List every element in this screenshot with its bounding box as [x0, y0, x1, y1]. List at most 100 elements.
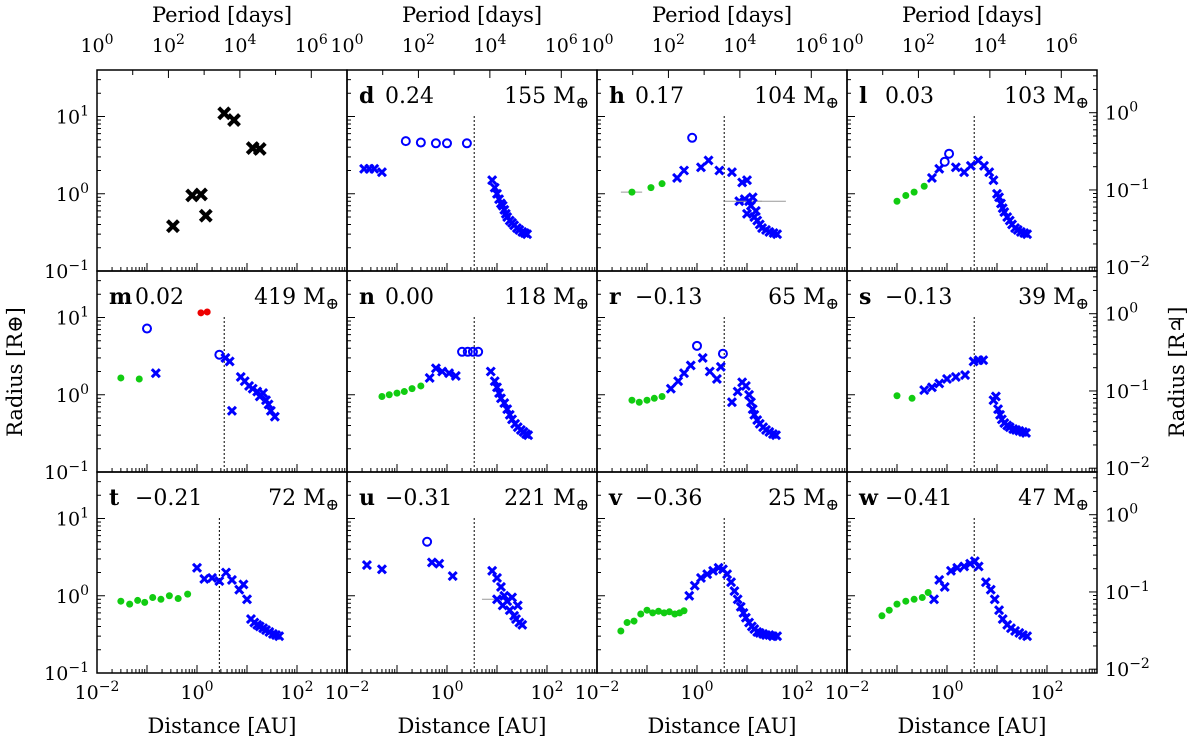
cross-stroke	[726, 397, 738, 408]
cross-stroke	[1022, 631, 1033, 642]
cross-stroke	[984, 167, 995, 178]
cross-marker	[926, 382, 938, 393]
panel-letter-d: d	[359, 83, 374, 109]
cross-marker	[708, 565, 719, 576]
cross-marker	[447, 570, 458, 582]
panel-u: u −0.31 221 M⊕ 10−2 100 102	[325, 471, 598, 704]
cross-marker	[450, 370, 461, 382]
cross-stroke	[376, 564, 388, 575]
open-circle-marker	[939, 156, 950, 167]
filled-dot-marker	[628, 396, 636, 404]
filled-dot-marker	[117, 597, 125, 605]
period-tick-label: 102	[902, 32, 935, 57]
cross-stroke	[754, 627, 765, 639]
top-axis-title-col-1: Period [days]	[152, 3, 292, 27]
filled-dot-marker	[902, 191, 910, 199]
open-circle-marker	[415, 137, 426, 148]
cross-marker	[726, 577, 737, 588]
cross-marker	[960, 369, 971, 381]
cross-marker	[678, 368, 690, 379]
panel-mass-m: 419 M⊕	[254, 285, 339, 313]
cross-stroke	[504, 605, 515, 616]
cross-marker	[166, 219, 180, 234]
panel-value-d: 0.24	[385, 84, 434, 109]
cross-stroke	[499, 590, 510, 601]
cross-stroke	[994, 192, 1005, 203]
cross-marker	[424, 372, 435, 384]
bottom-axis-title-col-2: Distance [AU]	[398, 714, 547, 738]
cross-marker	[495, 581, 507, 593]
filled-dot-marker	[918, 593, 926, 601]
panel-markers	[166, 106, 267, 234]
rj-tick-label: 100	[1105, 502, 1138, 527]
panel-value-h: 0.17	[635, 84, 684, 109]
cross-marker	[988, 175, 999, 186]
cross-marker	[274, 631, 285, 642]
panel-markers	[117, 308, 280, 422]
distance-tick-label: 10−2	[575, 679, 620, 704]
filled-dot-marker	[893, 392, 901, 400]
period-tick-label: 100	[80, 32, 113, 57]
cross-stroke	[512, 600, 523, 611]
cross-marker	[689, 580, 700, 591]
cross-stroke	[995, 198, 1007, 209]
cross-marker	[726, 397, 738, 408]
filled-dot-marker	[184, 590, 192, 598]
cross-marker	[502, 404, 513, 415]
cross-stroke	[376, 167, 388, 178]
bottom-axis-title-col-3: Distance [AU]	[648, 714, 797, 738]
top-axis-title-col-4: Period [days]	[902, 3, 1042, 27]
radius-tick-label: 100	[56, 181, 89, 206]
distance-tick-label: 10−2	[75, 679, 120, 704]
panel-mass-u: 221 M⊕	[504, 486, 589, 514]
cross-marker	[989, 594, 1000, 605]
cross-marker	[703, 155, 714, 166]
filled-dot-marker	[649, 609, 657, 617]
cross-marker	[959, 561, 970, 572]
cross-stroke	[732, 386, 743, 397]
cross-stroke	[745, 397, 757, 408]
cross-marker	[491, 572, 503, 584]
cross-marker	[695, 572, 707, 584]
cross-stroke	[1010, 625, 1021, 637]
filled-dot-marker	[908, 394, 916, 402]
rj-tick-label: 10−2	[1105, 656, 1150, 681]
cross-marker	[224, 356, 235, 367]
cross-marker	[994, 605, 1005, 616]
cross-marker	[749, 409, 760, 420]
cross-marker	[487, 565, 498, 576]
filled-dot-marker	[660, 609, 668, 617]
cross-marker	[735, 601, 746, 612]
cross-stroke	[361, 559, 372, 571]
cross-marker	[772, 631, 783, 642]
cross-stroke	[750, 205, 761, 216]
panel-markers	[628, 340, 782, 441]
cross-stroke	[437, 366, 448, 377]
cross-stroke	[703, 155, 714, 166]
distance-tick-label: 100	[930, 679, 963, 704]
panel-markers	[893, 148, 1033, 240]
cross-stroke	[713, 562, 724, 573]
panel-l: l 0.03 103 M⊕ 100 102 104 106 100 10−1 10−2	[830, 32, 1149, 279]
cross-stroke	[678, 368, 690, 379]
filled-dot-marker	[920, 182, 928, 190]
panel-value-v: −0.36	[635, 486, 702, 511]
filled-dot-marker	[630, 617, 638, 625]
cross-stroke	[732, 594, 743, 605]
cross-stroke	[444, 368, 455, 379]
cross-marker	[198, 208, 213, 223]
cross-stroke	[487, 565, 498, 576]
open-circle-marker	[442, 138, 452, 149]
cross-stroke	[997, 613, 1008, 625]
period-tick-label: 102	[152, 32, 185, 57]
cross-marker	[523, 430, 534, 441]
filled-dot-marker	[893, 600, 901, 608]
period-tick-label: 104	[973, 32, 1006, 57]
filled-dot-marker	[680, 607, 688, 615]
cross-stroke	[426, 557, 438, 568]
cross-stroke	[447, 570, 458, 582]
cross-stroke	[926, 172, 938, 184]
cross-stroke	[702, 569, 713, 580]
cross-stroke	[1020, 427, 1032, 439]
radius-tick-label: 10−1	[44, 258, 89, 283]
